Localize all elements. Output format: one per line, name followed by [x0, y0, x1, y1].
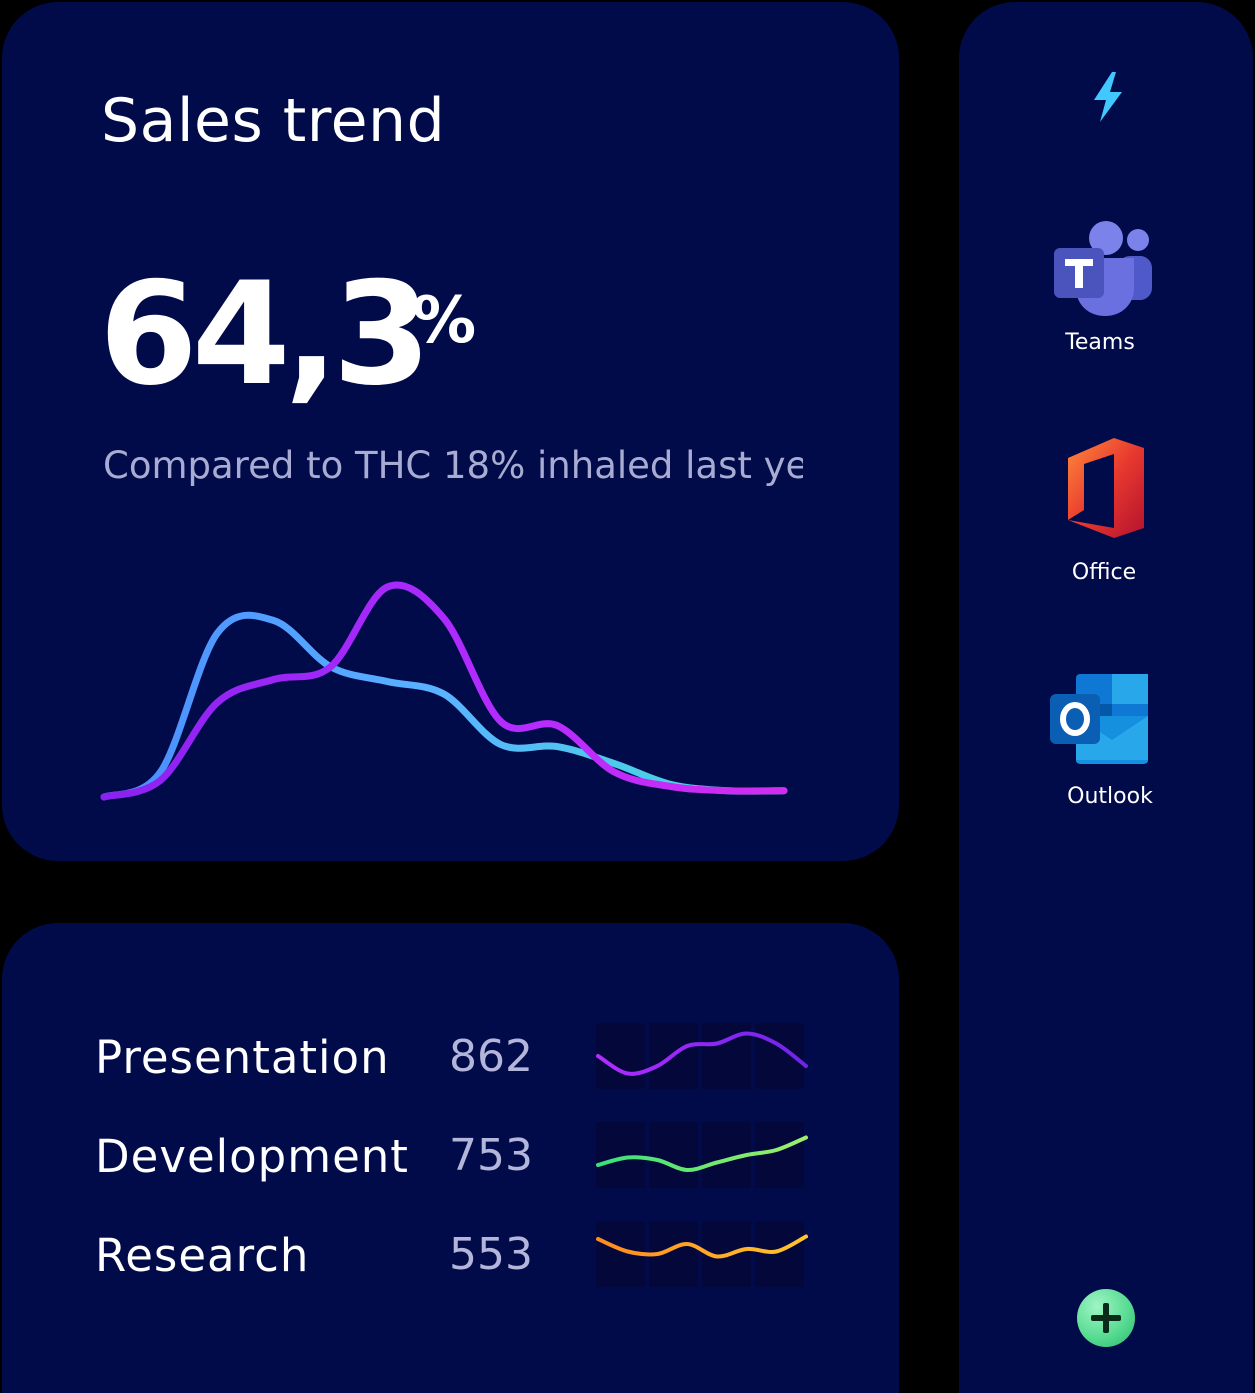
spark-cell	[649, 1122, 698, 1188]
spark-cell	[596, 1122, 645, 1188]
sales-value: 64,3	[99, 252, 431, 417]
sales-subtitle: Compared to THC 18% inhaled last year	[103, 444, 803, 487]
stat-value: 553	[449, 1229, 533, 1280]
bolt-icon[interactable]	[1088, 70, 1128, 124]
spark-cell	[755, 1221, 804, 1287]
spark-cell	[596, 1023, 645, 1089]
sparkline-development	[596, 1122, 808, 1188]
teams-icon	[1054, 221, 1152, 316]
plus-icon	[1091, 1303, 1121, 1333]
trend-series-1	[100, 611, 788, 801]
spark-cell	[755, 1122, 804, 1188]
spark-cell	[702, 1023, 751, 1089]
sparkline-path	[596, 1234, 808, 1259]
stat-value: 862	[449, 1031, 533, 1082]
sales-title: Sales trend	[101, 86, 446, 156]
sales-trend-chart	[100, 581, 788, 801]
stat-row-research[interactable]: Research 553	[2, 1221, 899, 1301]
outlook-icon	[1050, 674, 1148, 764]
stat-row-development[interactable]: Development 753	[2, 1122, 899, 1202]
spark-cell	[649, 1221, 698, 1287]
sparkline-path	[596, 1031, 808, 1076]
office-icon	[1068, 438, 1144, 538]
stat-value: 753	[449, 1130, 533, 1181]
trend-series-0	[100, 581, 788, 801]
app-label-office: Office	[1071, 560, 1137, 585]
app-label-outlook: Outlook	[1067, 784, 1153, 809]
sales-trend-card: Sales trend 64,3 % Compared to THC 18% i…	[2, 2, 899, 861]
stats-card: Presentation 862 Development 753 Researc…	[2, 923, 899, 1393]
stat-label: Research	[95, 1229, 310, 1282]
app-label-teams: Teams	[1065, 330, 1135, 355]
sparkline-presentation	[596, 1023, 808, 1089]
spark-cell	[596, 1221, 645, 1287]
sparkline-path	[596, 1135, 808, 1173]
app-office[interactable]: Office	[1024, 436, 1184, 596]
stat-label: Presentation	[95, 1031, 390, 1084]
app-outlook[interactable]: Outlook	[1030, 672, 1190, 822]
spark-cell	[702, 1122, 751, 1188]
sales-unit: %	[412, 284, 477, 358]
stat-label: Development	[95, 1130, 409, 1183]
stat-row-presentation[interactable]: Presentation 862	[2, 1023, 899, 1103]
sparkline-research	[596, 1221, 808, 1287]
add-app-button[interactable]	[1077, 1289, 1135, 1347]
app-teams[interactable]: Teams	[1020, 218, 1180, 368]
